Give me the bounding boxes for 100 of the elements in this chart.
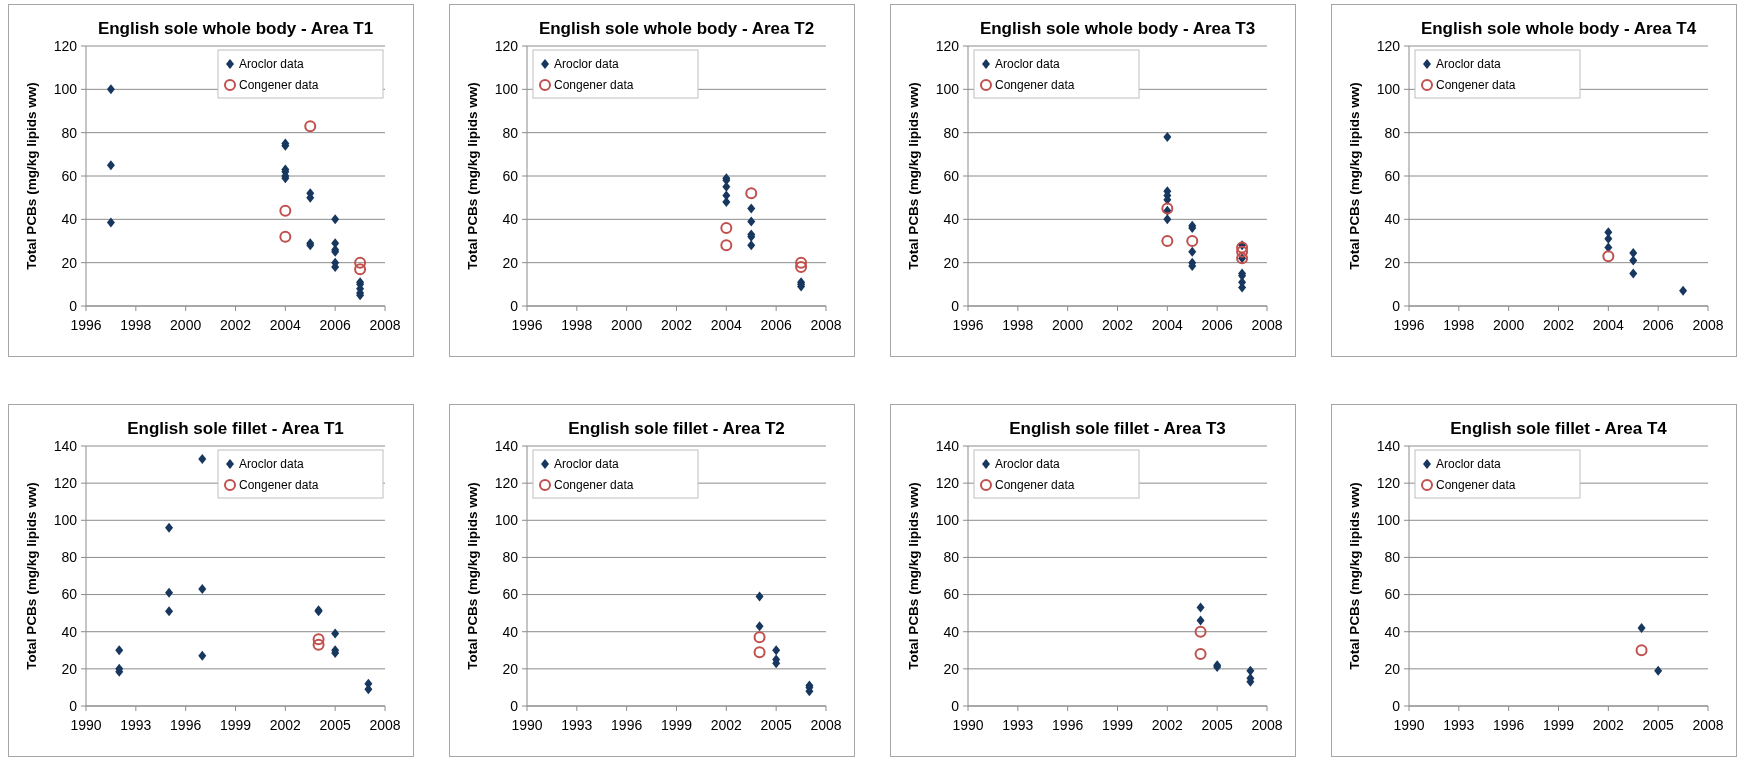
chart-title: English sole fillet - Area T4 <box>1450 419 1668 438</box>
x-tick-label: 2008 <box>1692 317 1724 333</box>
legend-label: Congener data <box>239 78 319 93</box>
x-tick-label: 2008 <box>369 717 401 733</box>
x-tick-label: 1996 <box>1393 317 1425 333</box>
x-tick-label: 2006 <box>1201 317 1233 333</box>
x-tick-label: 2006 <box>1642 317 1674 333</box>
x-tick-label: 2004 <box>710 317 743 333</box>
y-tick-label: 40 <box>1384 211 1401 228</box>
x-tick-label: 1996 <box>70 317 102 333</box>
y-tick-label: 80 <box>1384 124 1401 141</box>
y-tick-label: 40 <box>502 211 519 228</box>
y-tick-label: 60 <box>943 586 960 603</box>
y-tick-label: 20 <box>502 254 519 271</box>
x-tick-label: 1993 <box>561 717 593 733</box>
y-tick-label: 40 <box>1384 623 1401 640</box>
y-tick-label: 60 <box>1384 167 1401 184</box>
x-tick-label: 2002 <box>660 317 693 333</box>
x-tick-label: 2004 <box>1592 317 1625 333</box>
y-tick-label: 40 <box>61 211 78 228</box>
y-tick-label: 120 <box>1376 475 1401 492</box>
x-tick-label: 1999 <box>1542 717 1575 733</box>
x-tick-label: 2004 <box>269 317 302 333</box>
legend-label: Aroclor data <box>239 57 305 72</box>
y-tick-label: 0 <box>69 297 78 314</box>
x-tick-label: 2006 <box>760 317 792 333</box>
x-tick-label: 2008 <box>1251 717 1283 733</box>
y-tick-label: 20 <box>502 660 519 677</box>
y-tick-label: 100 <box>494 81 519 98</box>
y-tick-label: 0 <box>1392 297 1401 314</box>
x-tick-label: 1996 <box>1052 717 1084 733</box>
y-tick-label: 20 <box>61 660 78 677</box>
y-tick-label: 60 <box>502 167 519 184</box>
legend-label: Aroclor data <box>554 457 620 472</box>
chart-title: English sole whole body - Area T3 <box>979 19 1256 38</box>
x-tick-label: 1999 <box>660 717 693 733</box>
y-tick-label: 100 <box>53 512 78 529</box>
y-tick-label: 20 <box>61 254 78 271</box>
y-tick-label: 0 <box>951 297 960 314</box>
x-tick-label: 1993 <box>1443 717 1475 733</box>
legend-label: Aroclor data <box>995 57 1061 72</box>
y-tick-label: 120 <box>935 37 960 54</box>
x-tick-label: 1996 <box>611 717 643 733</box>
y-tick-label: 120 <box>53 475 78 492</box>
x-tick-label: 1993 <box>120 717 152 733</box>
y-axis-title: Total PCBs (mg/kg lipids ww) <box>24 82 39 270</box>
chart-title: English sole fillet - Area T1 <box>127 419 344 438</box>
y-tick-label: 80 <box>502 124 519 141</box>
x-tick-label: 1996 <box>170 717 202 733</box>
y-tick-label: 0 <box>1392 697 1401 714</box>
y-tick-label: 40 <box>943 211 960 228</box>
x-tick-label: 2008 <box>810 717 842 733</box>
x-tick-label: 2002 <box>269 717 302 733</box>
y-tick-label: 100 <box>1376 81 1401 98</box>
y-tick-label: 100 <box>53 81 78 98</box>
y-tick-label: 120 <box>494 37 519 54</box>
x-tick-label: 2008 <box>369 317 401 333</box>
x-tick-label: 2008 <box>810 317 842 333</box>
x-tick-label: 2005 <box>319 717 351 733</box>
y-tick-label: 0 <box>510 697 519 714</box>
x-tick-label: 1990 <box>1393 717 1425 733</box>
y-tick-label: 140 <box>935 437 960 454</box>
y-axis-title: Total PCBs (mg/kg lipids ww) <box>24 482 39 670</box>
y-axis-title: Total PCBs (mg/kg lipids ww) <box>1347 82 1362 270</box>
x-tick-label: 1998 <box>561 317 593 333</box>
y-tick-label: 0 <box>69 697 78 714</box>
y-tick-label: 60 <box>1384 586 1401 603</box>
x-tick-label: 1996 <box>952 317 984 333</box>
y-tick-label: 80 <box>1384 549 1401 566</box>
y-axis-title: Total PCBs (mg/kg lipids ww) <box>906 482 921 670</box>
x-tick-label: 2002 <box>1101 317 1134 333</box>
x-tick-label: 2002 <box>1151 717 1184 733</box>
y-tick-label: 140 <box>53 437 78 454</box>
x-tick-label: 1998 <box>1002 317 1034 333</box>
chart-title: English sole whole body - Area T4 <box>1420 19 1697 38</box>
y-axis-title: Total PCBs (mg/kg lipids ww) <box>906 82 921 270</box>
x-tick-label: 2002 <box>1542 317 1575 333</box>
x-tick-label: 2008 <box>1692 717 1724 733</box>
legend-label: Congener data <box>995 78 1075 93</box>
x-tick-label: 2002 <box>710 717 743 733</box>
y-tick-label: 120 <box>53 37 78 54</box>
y-tick-label: 140 <box>494 437 519 454</box>
x-tick-label: 1990 <box>70 717 102 733</box>
x-tick-label: 2002 <box>1592 717 1625 733</box>
y-axis-title: Total PCBs (mg/kg lipids ww) <box>465 482 480 670</box>
x-tick-label: 2000 <box>611 317 643 333</box>
legend-label: Congener data <box>239 478 319 493</box>
y-tick-label: 80 <box>943 124 960 141</box>
legend-label: Aroclor data <box>1436 457 1502 472</box>
x-tick-label: 2004 <box>1151 317 1184 333</box>
y-tick-label: 100 <box>935 512 960 529</box>
legend-label: Aroclor data <box>554 57 620 72</box>
legend-label: Congener data <box>1436 478 1516 493</box>
x-tick-label: 2008 <box>1251 317 1283 333</box>
y-tick-label: 20 <box>1384 660 1401 677</box>
legend-label: Congener data <box>554 478 634 493</box>
y-tick-label: 20 <box>1384 254 1401 271</box>
y-tick-label: 100 <box>494 512 519 529</box>
x-tick-label: 1998 <box>1443 317 1475 333</box>
y-tick-label: 120 <box>494 475 519 492</box>
